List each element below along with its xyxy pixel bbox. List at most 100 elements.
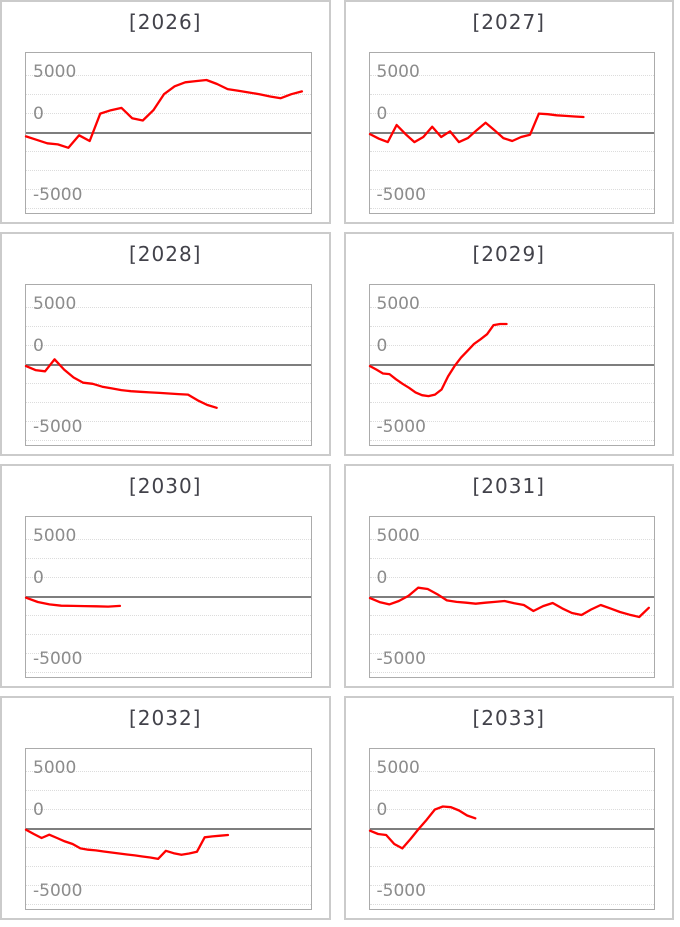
gridline bbox=[369, 771, 654, 772]
y-axis-tick-label-5000: 5000 bbox=[376, 294, 420, 314]
gridline bbox=[26, 866, 311, 867]
zero-axis-line bbox=[369, 132, 654, 134]
gridline bbox=[369, 672, 654, 673]
gridline bbox=[26, 440, 311, 441]
chart-card: [2033] 5000 0 -5000 bbox=[343, 696, 674, 920]
chart-card: [2032] 5000 0 -5000 bbox=[0, 696, 331, 920]
gridline bbox=[26, 539, 311, 540]
series-line bbox=[368, 112, 585, 144]
plot-area: 5000 0 -5000 bbox=[24, 516, 312, 678]
y-axis-tick-label-0: 0 bbox=[33, 104, 44, 124]
gridline bbox=[26, 634, 311, 635]
series-line bbox=[24, 828, 230, 861]
gridline bbox=[369, 653, 654, 654]
chart-title: [2026] bbox=[128, 10, 202, 34]
gridline bbox=[26, 672, 311, 673]
chart-title: [2029] bbox=[472, 242, 545, 266]
gridline bbox=[26, 558, 311, 559]
gridline bbox=[26, 790, 311, 791]
y-axis-tick-label-neg5000: -5000 bbox=[33, 417, 83, 437]
series-line bbox=[24, 596, 122, 608]
gridline bbox=[26, 885, 311, 886]
line-chart-canvas bbox=[368, 322, 508, 398]
y-axis-tick-label-0: 0 bbox=[376, 568, 388, 588]
chart-card: [2028] 5000 0 -5000 bbox=[0, 232, 331, 456]
gridline bbox=[26, 421, 311, 422]
gridline bbox=[26, 904, 311, 905]
gridline bbox=[369, 577, 654, 578]
y-axis-tick-label-5000: 5000 bbox=[33, 62, 77, 82]
chart-title: [2033] bbox=[472, 706, 545, 730]
gridline bbox=[369, 904, 654, 905]
gridline bbox=[26, 653, 311, 654]
line-chart-canvas bbox=[24, 358, 218, 409]
y-axis-tick-label-neg5000: -5000 bbox=[376, 417, 426, 437]
gridline bbox=[26, 345, 311, 346]
gridline bbox=[369, 634, 654, 635]
gridline bbox=[369, 208, 654, 209]
series-line bbox=[24, 78, 304, 149]
gridline bbox=[26, 189, 311, 190]
y-axis-tick-label-5000: 5000 bbox=[376, 62, 420, 82]
line-chart-canvas bbox=[368, 586, 650, 619]
gridline bbox=[26, 151, 311, 152]
gridline bbox=[26, 113, 311, 114]
gridline bbox=[369, 345, 654, 346]
y-axis-tick-label-5000: 5000 bbox=[33, 526, 77, 546]
gridline bbox=[26, 847, 311, 848]
series-line bbox=[368, 322, 508, 398]
gridline bbox=[26, 402, 311, 403]
chart-title: [2031] bbox=[472, 474, 545, 498]
series-line bbox=[368, 805, 476, 850]
y-axis-tick-label-0: 0 bbox=[376, 104, 388, 124]
plot-area: 5000 0 -5000 bbox=[368, 516, 655, 678]
chart-card: [2030] 5000 0 -5000 bbox=[0, 464, 331, 688]
y-axis-tick-label-neg5000: -5000 bbox=[376, 185, 426, 205]
gridline bbox=[369, 189, 654, 190]
line-chart-canvas bbox=[368, 112, 585, 144]
y-axis-tick-label-5000: 5000 bbox=[376, 758, 420, 778]
y-axis-tick-label-5000: 5000 bbox=[33, 758, 77, 778]
y-axis-tick-label-neg5000: -5000 bbox=[33, 185, 83, 205]
line-chart-canvas bbox=[24, 828, 230, 861]
plot-area: 5000 0 -5000 bbox=[24, 52, 312, 214]
y-axis-tick-label-neg5000: -5000 bbox=[33, 881, 83, 901]
gridline bbox=[369, 151, 654, 152]
gridline bbox=[369, 558, 654, 559]
gridline bbox=[369, 847, 654, 848]
gridline bbox=[369, 440, 654, 441]
gridline bbox=[369, 383, 654, 384]
plot-area: 5000 0 -5000 bbox=[368, 748, 655, 910]
y-axis-tick-label-5000: 5000 bbox=[33, 294, 77, 314]
gridline bbox=[369, 421, 654, 422]
plot-area: 5000 0 -5000 bbox=[368, 284, 655, 446]
y-axis-tick-label-neg5000: -5000 bbox=[376, 649, 426, 669]
gridline bbox=[26, 615, 311, 616]
gridline bbox=[26, 383, 311, 384]
gridline bbox=[369, 170, 654, 171]
y-axis-tick-label-neg5000: -5000 bbox=[33, 649, 83, 669]
gridline bbox=[26, 75, 311, 76]
gridline bbox=[369, 113, 654, 114]
gridline bbox=[369, 790, 654, 791]
line-chart-canvas bbox=[368, 805, 476, 850]
zero-axis-line bbox=[26, 132, 311, 134]
gridline bbox=[369, 885, 654, 886]
gridline bbox=[369, 539, 654, 540]
zero-axis-line bbox=[369, 828, 654, 830]
gridline bbox=[26, 809, 311, 810]
y-axis-tick-label-0: 0 bbox=[33, 568, 44, 588]
chart-card: [2027] 5000 0 -5000 bbox=[343, 0, 674, 224]
y-axis-tick-label-neg5000: -5000 bbox=[376, 881, 426, 901]
chart-title: [2028] bbox=[128, 242, 202, 266]
gridline bbox=[369, 307, 654, 308]
zero-axis-line bbox=[26, 596, 311, 598]
line-chart-canvas bbox=[24, 596, 122, 608]
series-line bbox=[24, 358, 218, 409]
y-axis-tick-label-0: 0 bbox=[376, 336, 388, 356]
gridline bbox=[26, 94, 311, 95]
gridline bbox=[369, 326, 654, 327]
chart-title: [2027] bbox=[472, 10, 545, 34]
